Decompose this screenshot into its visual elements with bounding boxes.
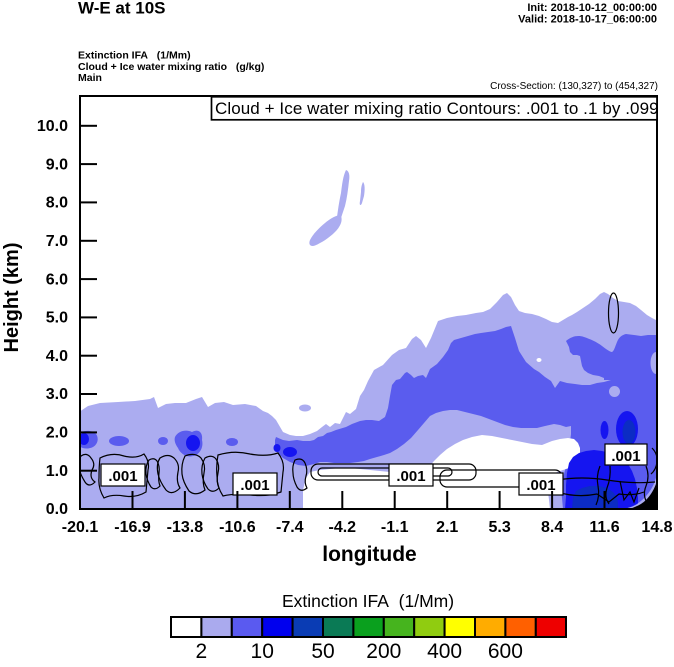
svg-text:400: 400: [427, 640, 462, 663]
svg-text:Valid: 2018-10-17_06:00:00: Valid: 2018-10-17_06:00:00: [518, 14, 657, 26]
svg-text:0.0: 0.0: [46, 501, 68, 518]
svg-text:Init: 2018-10-12_00:00:00: Init: 2018-10-12_00:00:00: [527, 2, 657, 14]
svg-text:50: 50: [311, 640, 334, 663]
svg-text:600: 600: [488, 640, 523, 663]
svg-text:6.0: 6.0: [46, 271, 68, 288]
svg-text:-10.6: -10.6: [219, 519, 256, 536]
svg-text:2: 2: [196, 640, 208, 663]
svg-text:-7.4: -7.4: [276, 519, 304, 536]
svg-text:longitude: longitude: [322, 543, 416, 566]
svg-text:8.0: 8.0: [46, 195, 68, 212]
svg-text:7.0: 7.0: [46, 233, 68, 250]
svg-text:.001: .001: [240, 477, 269, 494]
svg-text:3.0: 3.0: [46, 386, 68, 403]
svg-text:.001: .001: [526, 477, 555, 494]
svg-text:9.0: 9.0: [46, 156, 68, 173]
svg-text:2.0: 2.0: [46, 425, 68, 442]
svg-text:-4.2: -4.2: [329, 519, 357, 536]
svg-text:Cross-Section: (130,327) to (4: Cross-Section: (130,327) to (454,327): [490, 81, 658, 92]
svg-text:Extinction IFA (1/Mm): Extinction IFA (1/Mm): [282, 591, 454, 611]
svg-text:.001: .001: [108, 468, 137, 485]
svg-text:Main: Main: [78, 72, 102, 84]
svg-text:Extinction IFA (1/Mm): Extinction IFA (1/Mm): [78, 49, 191, 61]
svg-text:Height (km): Height (km): [1, 243, 23, 353]
svg-text:4.0: 4.0: [46, 348, 68, 365]
svg-text:8.4: 8.4: [541, 519, 563, 536]
svg-text:-1.1: -1.1: [381, 519, 409, 536]
svg-text:10: 10: [251, 640, 274, 663]
svg-text:14.8: 14.8: [641, 519, 672, 536]
svg-text:200: 200: [366, 640, 401, 663]
svg-text:10.0: 10.0: [37, 118, 68, 135]
svg-text:-20.1: -20.1: [62, 519, 99, 536]
svg-text:.001: .001: [611, 448, 640, 465]
svg-text:-13.8: -13.8: [167, 519, 204, 536]
svg-text:-16.9: -16.9: [114, 519, 151, 536]
svg-text:Cloud + Ice water mixing ratio: Cloud + Ice water mixing ratio (g/kg): [78, 61, 264, 73]
svg-text:5.0: 5.0: [46, 310, 68, 327]
svg-text:11.6: 11.6: [589, 519, 619, 536]
svg-text:Cloud + Ice water mixing ratio: Cloud + Ice water mixing ratio Contours:…: [215, 99, 659, 118]
svg-text:2.1: 2.1: [436, 519, 458, 536]
svg-text:W-E at 10S: W-E at 10S: [78, 0, 166, 18]
svg-text:5.3: 5.3: [488, 519, 510, 536]
svg-text:1.0: 1.0: [46, 463, 68, 480]
svg-text:.001: .001: [396, 468, 425, 485]
